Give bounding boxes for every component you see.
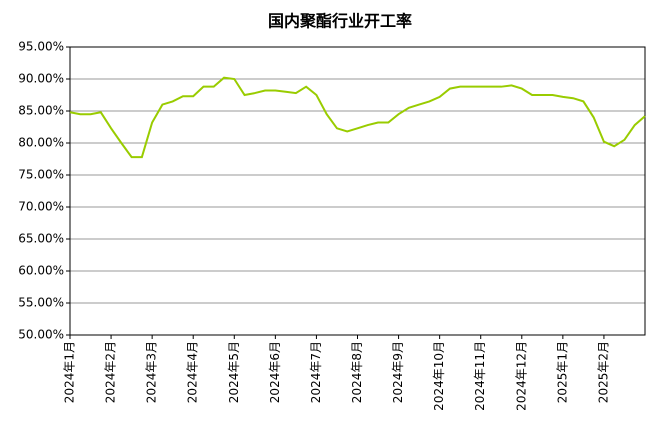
x-tick-label: 2024年3月	[145, 341, 159, 403]
y-tick-label: 90.00%	[18, 72, 64, 86]
x-tick-label: 2024年7月	[309, 341, 323, 403]
y-tick-label: 70.00%	[18, 200, 64, 214]
x-tick-label: 2024年12月	[514, 341, 528, 411]
x-tick-label: 2024年11月	[473, 341, 487, 411]
x-tick-label: 2024年6月	[268, 341, 282, 403]
data-line	[69, 76, 646, 159]
y-tick-label: 60.00%	[18, 264, 64, 278]
x-tick-label: 2024年5月	[227, 341, 241, 403]
x-tick-label: 2024年4月	[186, 341, 200, 403]
y-tick-label: 85.00%	[18, 104, 64, 118]
x-tick-label: 2025年2月	[596, 341, 610, 403]
y-tick-label: 80.00%	[18, 136, 64, 150]
y-tick-label: 50.00%	[18, 328, 64, 342]
x-tick-label: 2024年2月	[104, 341, 118, 403]
plot-frame	[69, 46, 646, 336]
y-tick-label: 75.00%	[18, 168, 64, 182]
x-tick-label: 2024年10月	[432, 341, 446, 411]
y-tick-label: 55.00%	[18, 296, 64, 310]
x-tick-label: 2024年9月	[391, 341, 405, 403]
chart-title: 国内聚酯行业开工率	[268, 12, 412, 31]
x-tick-label: 2025年1月	[555, 341, 569, 403]
x-tick-label: 2024年8月	[350, 341, 364, 403]
y-tick-label: 95.00%	[18, 40, 64, 54]
y-tick-label: 65.00%	[18, 232, 64, 246]
x-tick-label: 2024年1月	[63, 341, 77, 403]
